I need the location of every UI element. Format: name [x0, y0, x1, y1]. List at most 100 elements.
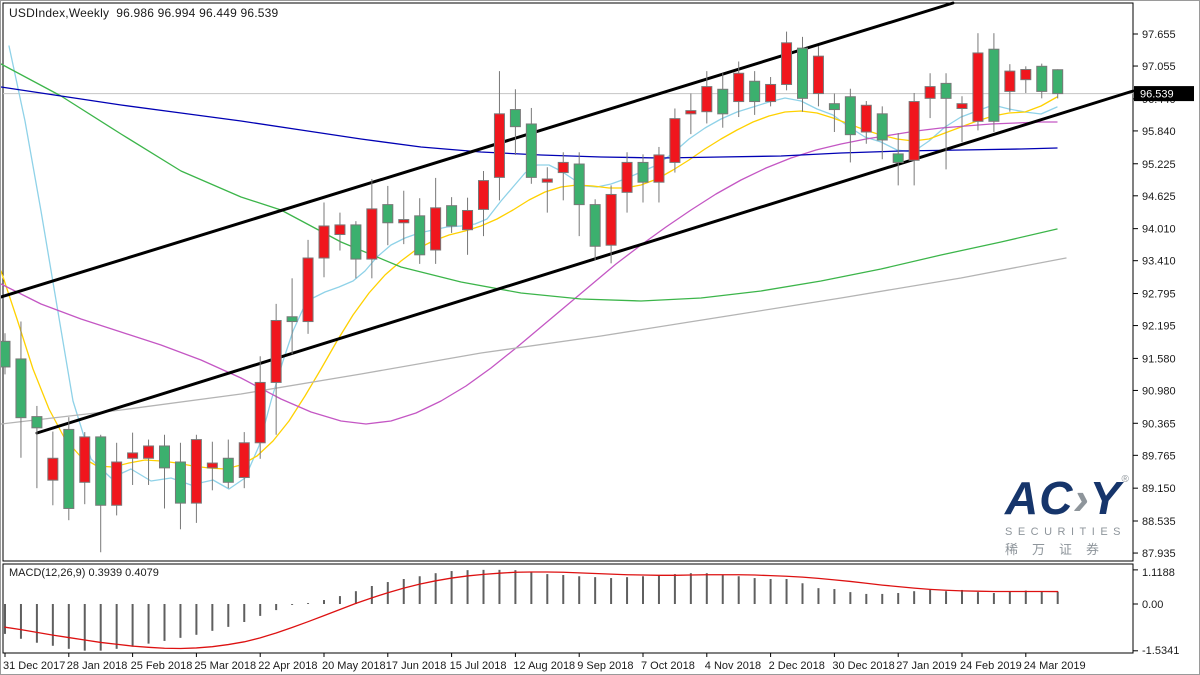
ma-darkblue: [1, 86, 1058, 159]
logo-chevron-icon: ›: [1073, 472, 1090, 524]
candle-body: [988, 48, 1000, 122]
candle-body: [797, 47, 808, 99]
price-axis-label[interactable]: 92.195: [1142, 321, 1176, 333]
acy-securities-logo: AC›Y® SECURITIES 稀万证券: [1005, 472, 1157, 557]
candle-body: [350, 224, 362, 260]
candle-body: [1004, 70, 1016, 92]
time-axis-label[interactable]: 25 Mar 2018: [194, 660, 256, 672]
time-axis-label[interactable]: 17 Jun 2018: [386, 660, 447, 672]
time-axis-label[interactable]: 24 Mar 2019: [1024, 660, 1086, 672]
candle-body: [669, 118, 681, 163]
price-axis-label[interactable]: 92.795: [1142, 289, 1176, 301]
price-axis-label[interactable]: 97.055: [1142, 61, 1176, 73]
macd-axis-label[interactable]: -1.5341: [1142, 645, 1179, 657]
candle-body: [493, 113, 505, 178]
candle-body: [940, 82, 952, 99]
price-axis-label[interactable]: 94.010: [1142, 224, 1176, 236]
candle-body: [462, 209, 474, 231]
price-axis-label[interactable]: 88.535: [1142, 516, 1176, 528]
candle-body: [206, 462, 218, 469]
symbol-ohlc-title: USDIndex,Weekly 96.986 96.994 96.449 96.…: [9, 6, 279, 20]
candle-body: [478, 180, 489, 210]
price-axis-label[interactable]: 89.765: [1142, 450, 1176, 462]
time-axis-label[interactable]: 12 Aug 2018: [513, 660, 575, 672]
macd-signal-line: [4, 571, 1059, 650]
registered-mark-icon: ®: [1121, 474, 1129, 485]
candle-body: [430, 207, 442, 251]
candle-body: [653, 154, 665, 183]
candle-body: [828, 103, 840, 111]
candle-body: [685, 110, 697, 115]
price-axis-label[interactable]: 91.580: [1142, 353, 1176, 365]
channel-lower: [35, 89, 1135, 435]
candle-body: [47, 457, 59, 481]
candle-body: [605, 193, 617, 246]
candle-body: [972, 52, 984, 122]
ma-gray: [1, 257, 1067, 425]
candle-body: [414, 215, 426, 256]
candle-body: [781, 42, 793, 85]
price-axis-label[interactable]: 87.935: [1142, 548, 1176, 560]
price-axis-label[interactable]: 93.410: [1142, 256, 1176, 268]
time-axis-label[interactable]: 9 Sep 2018: [577, 660, 633, 672]
candle-body: [1036, 65, 1048, 92]
candle-body: [637, 161, 649, 183]
candle-body: [334, 224, 346, 236]
time-axis-label[interactable]: 25 Feb 2018: [131, 660, 193, 672]
time-axis-label[interactable]: 30 Dec 2018: [832, 660, 894, 672]
macd-pane: [2, 563, 1134, 654]
price-axis-label[interactable]: 90.365: [1142, 418, 1176, 430]
macd-axis-label[interactable]: 0.00: [1142, 599, 1163, 611]
acy-logo-wordmark: AC›Y®: [1005, 472, 1129, 524]
candle-body: [812, 55, 824, 95]
time-axis-label[interactable]: 20 May 2018: [322, 660, 386, 672]
logo-securities-text: SECURITIES: [1005, 526, 1127, 538]
time-axis-label[interactable]: 27 Jan 2019: [896, 660, 957, 672]
candle-body: [143, 445, 155, 459]
candle-body: [621, 161, 633, 193]
candle-body: [286, 316, 298, 323]
price-axis-label[interactable]: 95.225: [1142, 159, 1176, 171]
price-tag: [1134, 86, 1194, 102]
candle-body: [398, 219, 410, 224]
candle-body: [1, 340, 11, 368]
price-axis-label[interactable]: 94.625: [1142, 191, 1176, 203]
time-axis-label[interactable]: 4 Nov 2018: [705, 660, 761, 672]
candle-body: [701, 86, 713, 113]
time-axis-label[interactable]: 24 Feb 2019: [960, 660, 1022, 672]
price-axis-label[interactable]: 90.980: [1142, 385, 1176, 397]
price-axis-label[interactable]: 95.840: [1142, 126, 1176, 138]
candle-body: [63, 428, 75, 509]
candle-body: [1052, 69, 1064, 95]
channel-upper: [1, 1, 955, 299]
time-axis-label[interactable]: 2 Dec 2018: [769, 660, 825, 672]
candle-body: [15, 358, 27, 419]
price-axis-label[interactable]: 97.655: [1142, 29, 1176, 41]
time-axis-label[interactable]: 7 Oct 2018: [641, 660, 695, 672]
time-axis-label[interactable]: 28 Jan 2018: [67, 660, 128, 672]
time-axis-label[interactable]: 22 Apr 2018: [258, 660, 317, 672]
price-tag-text: 96.539: [1140, 89, 1174, 101]
candle-body: [541, 178, 553, 183]
candle-body: [892, 153, 904, 163]
price-axis-label[interactable]: 89.150: [1142, 483, 1176, 495]
candle-body: [733, 72, 745, 103]
candle-body: [79, 436, 91, 483]
macd-axis-label[interactable]: 1.1188: [1142, 567, 1175, 579]
candle-body: [908, 101, 920, 161]
candle-body: [190, 439, 202, 504]
candle-body: [844, 96, 856, 136]
price-pane: [2, 2, 1134, 562]
candle-body: [956, 103, 968, 109]
time-axis-label[interactable]: 15 Jul 2018: [450, 660, 507, 672]
candle-body: [446, 205, 458, 227]
candle-body: [127, 452, 139, 459]
macd-indicator-label: MACD(12,26,9) 0.3939 0.4079: [9, 567, 159, 579]
candle-body: [573, 163, 585, 206]
candles: [1, 31, 1064, 553]
candle-body: [366, 208, 378, 260]
time-axis-label[interactable]: 31 Dec 2017: [3, 660, 65, 672]
